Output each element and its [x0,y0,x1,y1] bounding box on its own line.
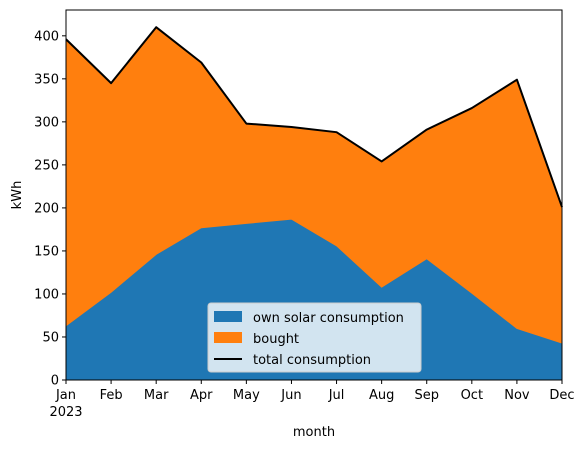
legend-box [207,302,422,373]
legend-label: own solar consumption [253,311,404,326]
x-tick-label: Jun [280,388,301,403]
legend-label: total consumption [253,353,371,368]
x-axis: Jan Feb Mar Apr May Jun Jul Aug Sep Oct Nov Dec 2023 [49,380,575,420]
total-consumption-line [65,26,563,208]
x-tick-label: May [233,388,260,403]
legend: own solar consumption bought total consump… [207,302,422,373]
y-tick-label: 250 [34,158,59,173]
y-axis: 0 50 100 150 200 250 300 350 400 [34,29,66,389]
x-axis-label: month [293,425,335,440]
legend-swatch [214,332,242,343]
y-tick-label: 150 [34,244,59,259]
x-tick-label: Feb [100,388,123,403]
x-tick-label: Aug [369,388,394,403]
y-tick-label: 200 [34,201,59,216]
total-consumption-line-group [65,26,563,208]
y-axis-label: kWh [10,181,25,210]
x-year-label: 2023 [49,405,82,420]
x-tick-label: Apr [190,388,213,403]
plot-frame [65,9,563,381]
y-tick-label: 0 [51,374,59,389]
y-tick-label: 100 [34,287,59,302]
y-tick-label: 350 [34,72,59,87]
y-tick-label: 300 [34,115,59,130]
x-tick-label: Oct [461,388,483,403]
y-tick-label: 50 [42,330,59,345]
x-tick-label: Mar [144,388,169,403]
x-tick-label: Jan [55,388,76,403]
x-tick-label: Jul [328,388,345,403]
y-tick-label: 400 [34,29,59,44]
legend-label: bought [253,332,299,347]
x-tick-label: Nov [504,388,530,403]
x-tick-label: Dec [549,388,574,403]
legend-swatch [214,311,242,322]
x-tick-label: Sep [414,388,439,403]
